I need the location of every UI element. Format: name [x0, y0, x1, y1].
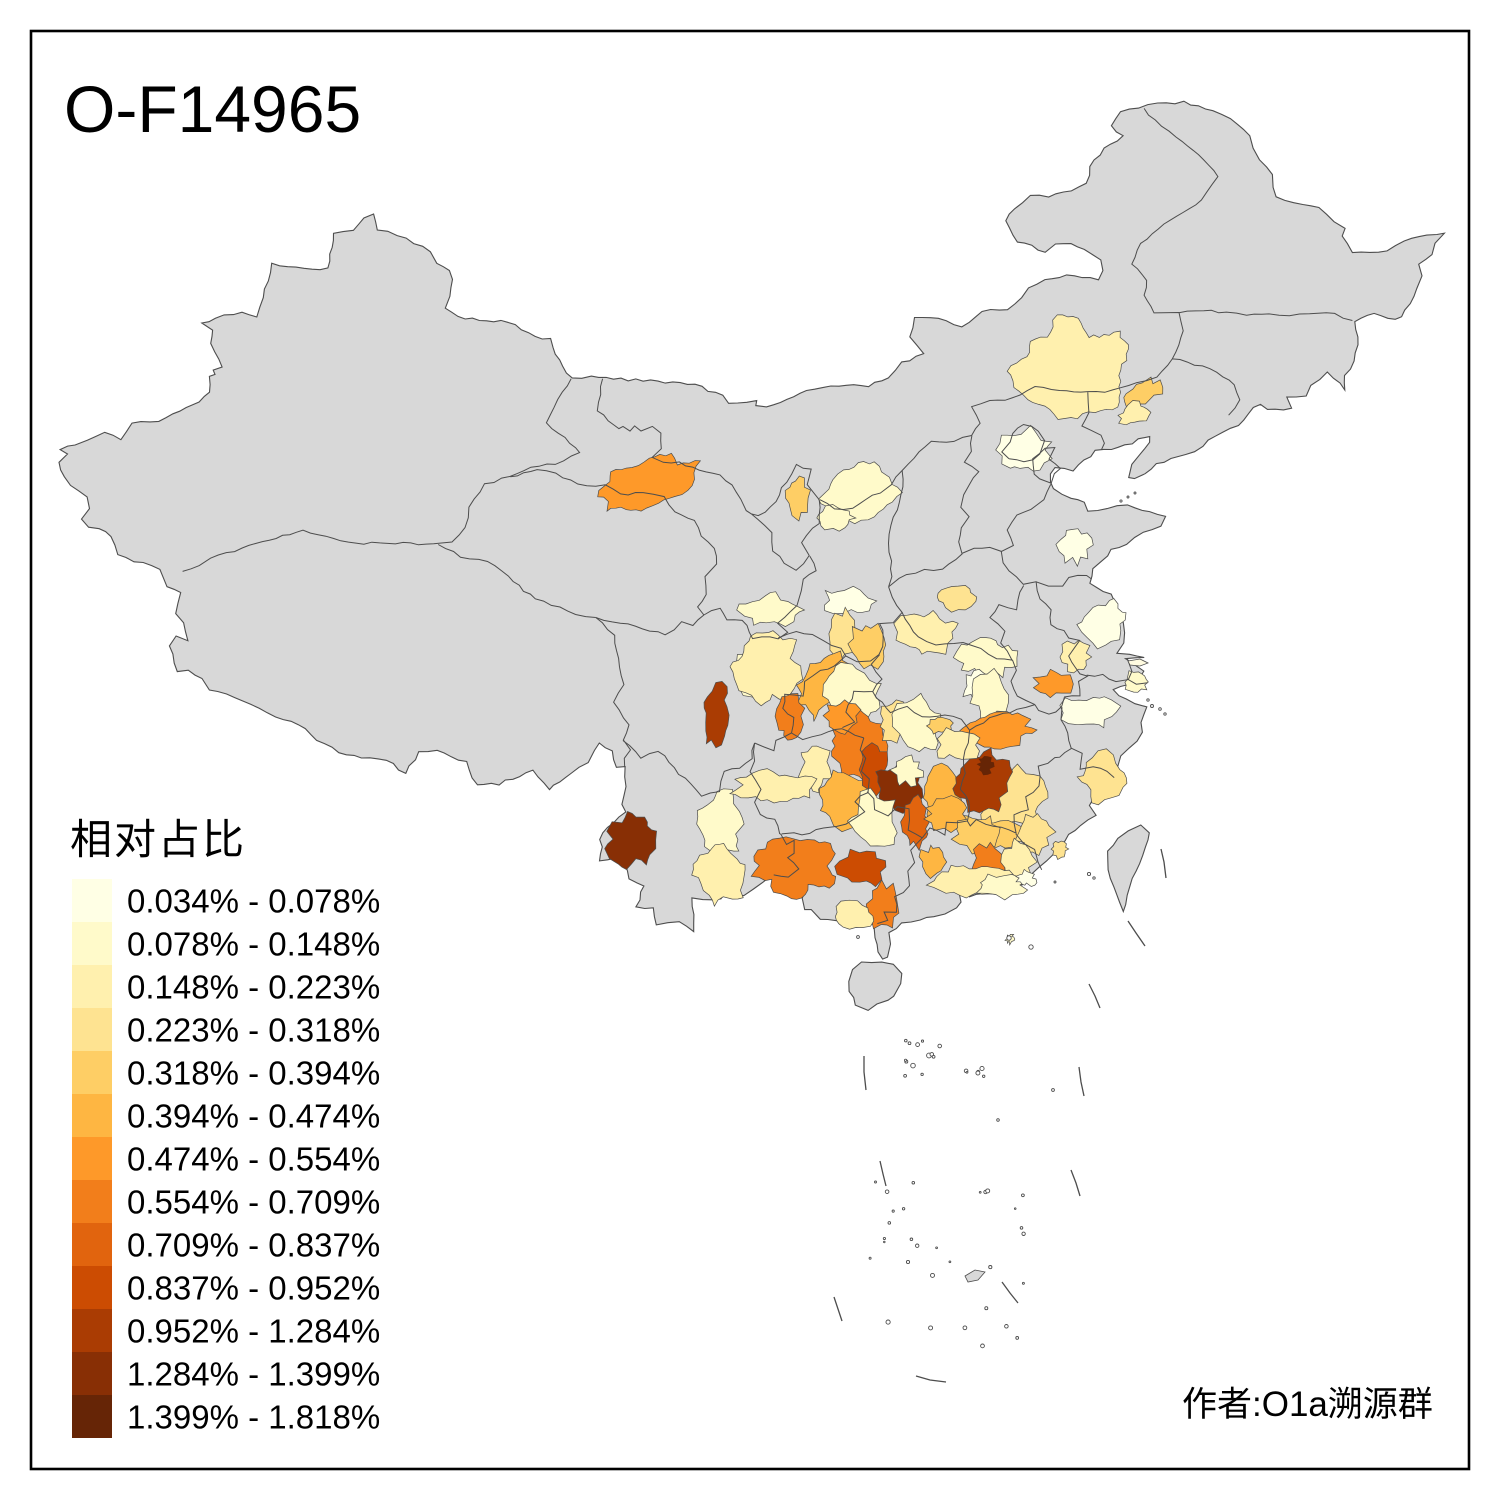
- svg-text:0.709% - 0.837%: 0.709% - 0.837%: [127, 1227, 380, 1264]
- svg-text:0.223% - 0.318%: 0.223% - 0.318%: [127, 1012, 380, 1049]
- svg-text:1.284% - 1.399%: 1.284% - 1.399%: [127, 1356, 380, 1393]
- svg-text:0.034% - 0.078%: 0.034% - 0.078%: [127, 883, 380, 920]
- svg-text:0.474% - 0.554%: 0.474% - 0.554%: [127, 1141, 380, 1178]
- svg-text::O1a: :O1a: [1252, 1385, 1328, 1424]
- svg-text:0.318% - 0.394%: 0.318% - 0.394%: [127, 1055, 380, 1092]
- svg-text:0.078% - 0.148%: 0.078% - 0.148%: [127, 926, 380, 963]
- svg-text:0.554% - 0.709%: 0.554% - 0.709%: [127, 1184, 380, 1221]
- svg-text:0.394% - 0.474%: 0.394% - 0.474%: [127, 1098, 380, 1135]
- svg-text:O-F14965: O-F14965: [64, 72, 361, 146]
- svg-text:1.399% - 1.818%: 1.399% - 1.818%: [127, 1399, 380, 1436]
- svg-text:0.837% - 0.952%: 0.837% - 0.952%: [127, 1270, 380, 1307]
- svg-text:0.952% - 1.284%: 0.952% - 1.284%: [127, 1313, 380, 1350]
- svg-text:0.148% - 0.223%: 0.148% - 0.223%: [127, 969, 380, 1006]
